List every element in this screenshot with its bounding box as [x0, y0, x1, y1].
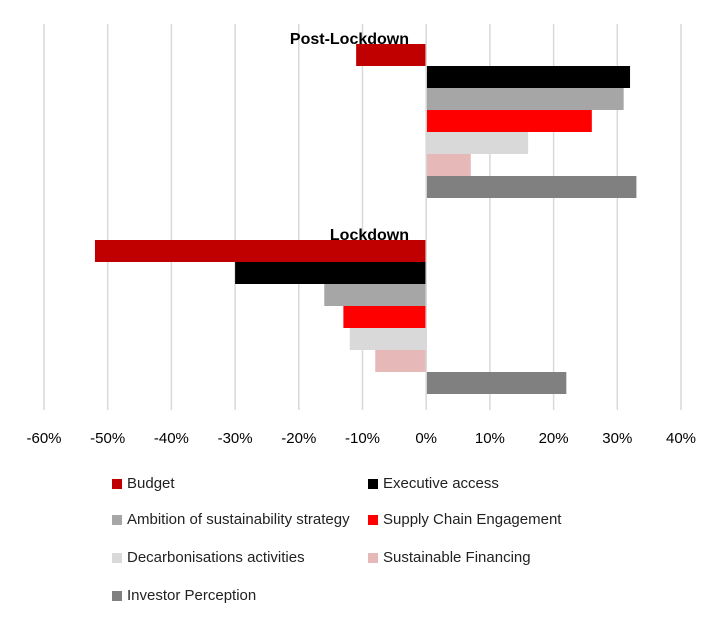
group-labels: Post-Lockdown Lockdown: [290, 31, 409, 244]
bar-lockdown-budget: [94, 240, 427, 262]
x-tick-label: -60%: [26, 430, 61, 447]
bar-post-lockdown-investor-perception: [426, 176, 637, 198]
group-label: Lockdown: [330, 227, 409, 244]
group-label: Post-Lockdown: [290, 31, 409, 48]
bar-post-lockdown-supply-chain-engagement: [426, 110, 592, 132]
x-tick-label: -20%: [281, 430, 316, 447]
bar-lockdown-investor-perception: [426, 372, 567, 394]
bar-lockdown-decarbonisations-activities: [349, 328, 427, 350]
bar-post-lockdown-ambition-of-sustainability-strategy: [426, 88, 624, 110]
bar-lockdown-supply-chain-engagement: [343, 306, 427, 328]
x-tick-label: -50%: [90, 430, 125, 447]
bar-lockdown-sustainable-financing: [375, 350, 427, 372]
x-tick-label: -40%: [154, 430, 189, 447]
x-tick-label: 0%: [415, 430, 437, 447]
x-tick-label: 40%: [666, 430, 696, 447]
x-tick-label: -30%: [218, 430, 253, 447]
bars: [94, 44, 637, 394]
bar-lockdown-executive-access: [235, 262, 427, 284]
x-axis-ticks: -60% -50% -40% -30% -20% -10% 0% 10% 20% 30% 40%: [26, 430, 696, 447]
x-tick-label: 20%: [539, 430, 569, 447]
bar-post-lockdown-decarbonisations-activities: [426, 132, 529, 154]
x-tick-label: 30%: [602, 430, 632, 447]
bar-post-lockdown-executive-access: [426, 66, 631, 88]
bar-post-lockdown-sustainable-financing: [426, 154, 471, 176]
bar-lockdown-ambition-of-sustainability-strategy: [324, 284, 427, 306]
x-tick-label: -10%: [345, 430, 380, 447]
bar-post-lockdown-budget: [356, 44, 427, 66]
x-tick-label: 10%: [475, 430, 505, 447]
